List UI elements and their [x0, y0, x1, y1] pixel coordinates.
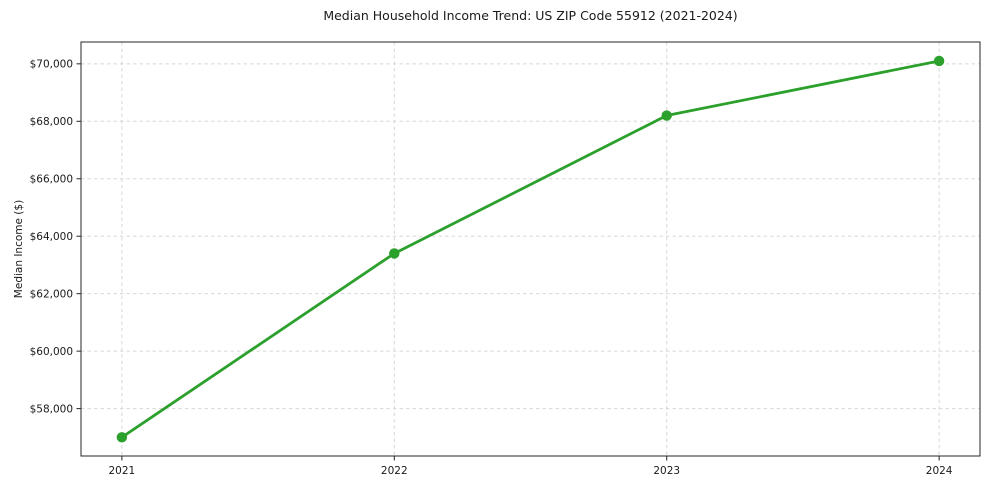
chart-title: Median Household Income Trend: US ZIP Co…	[323, 8, 738, 23]
x-tick-label: 2022	[381, 465, 408, 477]
data-point	[661, 110, 672, 121]
trend-line	[120, 59, 941, 439]
y-tick-label: $66,000	[30, 174, 73, 186]
data-point	[389, 248, 400, 259]
y-tick-label: $58,000	[30, 403, 73, 415]
data-point	[116, 432, 128, 443]
y-tick-label: $60,000	[30, 346, 73, 358]
y-tick-label: $62,000	[30, 288, 73, 300]
plot-frame	[80, 41, 981, 457]
x-tick-label: 2023	[653, 465, 680, 477]
y-tick-label: $70,000	[30, 59, 73, 71]
x-tick-label: 2021	[108, 465, 135, 477]
y-tick-label: $64,000	[30, 231, 73, 243]
data-point	[933, 55, 945, 67]
y-tick-label: $68,000	[30, 116, 73, 128]
x-tick-label: 2024	[926, 465, 953, 477]
